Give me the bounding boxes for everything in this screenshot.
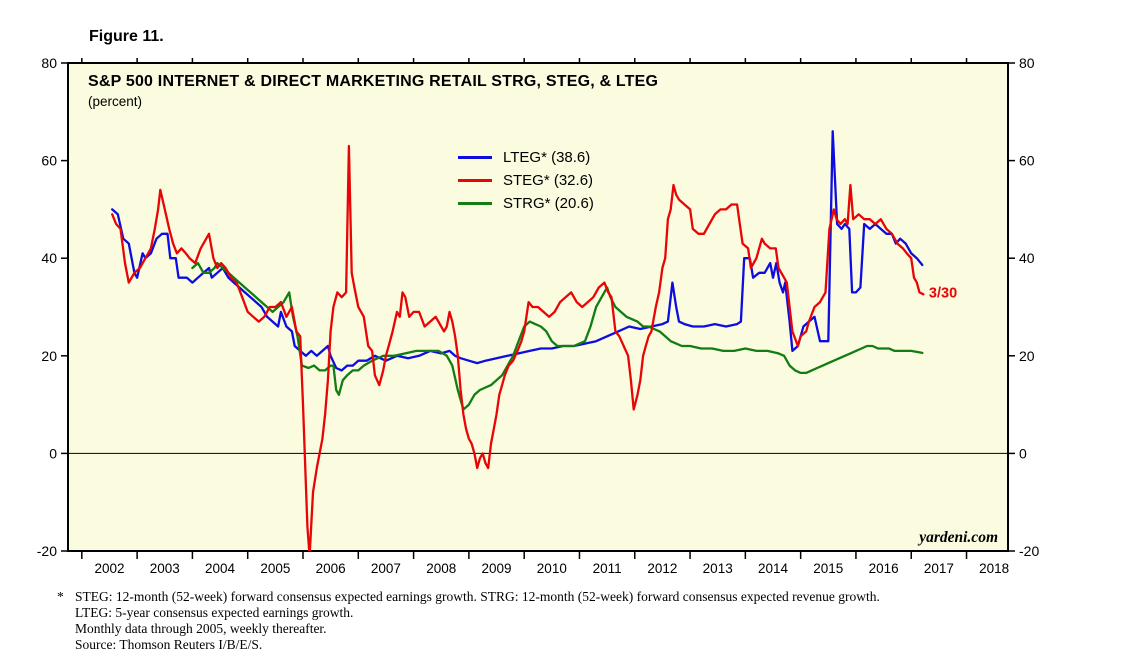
legend-item-steg: STEG* (32.6) (458, 169, 594, 192)
footnote-line: LTEG: 5-year consensus expected earnings… (75, 605, 354, 620)
legend-label-lteg: LTEG* (38.6) (503, 149, 591, 166)
y-axis-label-left: 60 (41, 153, 57, 169)
footnotes: * STEG: 12-month (52-week) forward conse… (57, 589, 1118, 653)
y-axis-label-left: 0 (49, 445, 57, 461)
x-axis-label: 2004 (205, 561, 236, 576)
figure-label: Figure 11. (89, 28, 164, 45)
series-line-strg (191, 261, 924, 411)
legend-swatch-steg (458, 179, 492, 182)
x-axis-label: 2011 (593, 561, 622, 576)
x-axis-label: 2007 (371, 561, 401, 576)
x-axis-label: 2006 (316, 561, 346, 576)
x-axis-label: 2005 (260, 561, 290, 576)
y-axis-label-left: -20 (37, 543, 57, 559)
chart-title: S&P 500 INTERNET & DIRECT MARKETING RETA… (88, 73, 659, 90)
legend-swatch-lteg (458, 156, 492, 159)
y-axis-label-left: 20 (41, 348, 57, 364)
x-axis-label: 2009 (482, 561, 512, 576)
x-axis-label: 2016 (869, 561, 899, 576)
x-axis-label: 2002 (94, 561, 124, 576)
x-axis-label: 2017 (924, 561, 954, 576)
y-axis-label-right: 80 (1019, 55, 1035, 71)
chart-subtitle: (percent) (88, 94, 143, 109)
x-axis-label: 2010 (537, 561, 567, 576)
legend-label-steg: STEG* (32.6) (503, 172, 594, 189)
x-axis-label: 2014 (758, 561, 789, 576)
x-axis-label: 2003 (150, 561, 180, 576)
footnote-marker: * (57, 589, 64, 604)
legend-swatch-strg (458, 202, 492, 205)
series-line-lteg (111, 130, 924, 372)
x-axis-label: 2008 (426, 561, 456, 576)
x-axis-label: 2012 (647, 561, 677, 576)
y-axis-label-right: 60 (1019, 153, 1035, 169)
chart-canvas: -20 -20 0 0 20 20 40 40 60 60 80 80 2002 2003 2004 2005… (37, 55, 1040, 576)
y-axis-label-right: 20 (1019, 348, 1035, 364)
y-axis-label-left: 40 (41, 250, 57, 266)
y-axis-label-right: 40 (1019, 250, 1035, 266)
footnote-line: Source: Thomson Reuters I/B/E/S. (75, 637, 263, 652)
last-value-annotation: 3/30 (929, 285, 957, 301)
legend-item-lteg: LTEG* (38.6) (458, 146, 594, 169)
yardeni-watermark: yardeni.com (917, 529, 998, 546)
footnote-line: Monthly data through 2005, weekly therea… (75, 621, 327, 636)
x-axis-label: 2018 (979, 561, 1009, 576)
x-axis-label: 2013 (703, 561, 733, 576)
chart-legend: LTEG* (38.6) STEG* (32.6) STRG* (20.6) (458, 146, 594, 215)
x-axis-label: 2015 (813, 561, 843, 576)
legend-item-strg: STRG* (20.6) (458, 192, 594, 215)
y-axis-label-left: 80 (41, 55, 57, 71)
series-line-steg (111, 144, 925, 551)
y-axis-label-right: 0 (1019, 445, 1027, 461)
footnote-line: STEG: 12-month (52-week) forward consens… (75, 589, 880, 604)
footnote-lines: STEG: 12-month (52-week) forward consens… (75, 589, 880, 653)
y-axis-label-right: -20 (1019, 543, 1039, 559)
legend-label-strg: STRG* (20.6) (503, 195, 594, 212)
